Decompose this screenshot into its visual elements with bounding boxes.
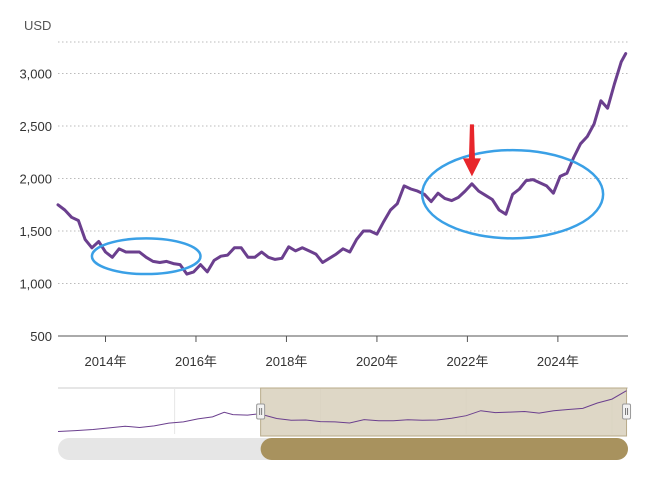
x-tick-label: 2016年 [175, 354, 217, 369]
grid-lines [58, 41, 628, 284]
navigator-series-line [57, 390, 627, 432]
highlight-ellipse [90, 237, 202, 276]
y-tick-label: 2,000 [19, 172, 52, 187]
scrollbar-thumb[interactable] [260, 438, 628, 460]
highlight-ellipse [420, 148, 605, 240]
navigator-handle-left[interactable] [256, 403, 266, 420]
price-series-line [56, 52, 628, 276]
y-axis-labels: 500 1,000 1,500 2,000 2,500 3,000 [19, 67, 52, 345]
navigator[interactable] [57, 387, 632, 460]
x-axis-ticks [105, 336, 559, 342]
x-tick-label: 2020年 [356, 354, 398, 369]
handle-grip[interactable] [622, 403, 632, 420]
x-tick-label: 2024年 [537, 354, 579, 369]
y-unit-label: USD [24, 18, 51, 33]
navigator-handle-right[interactable] [622, 403, 632, 420]
red-arrow [462, 124, 481, 177]
x-tick-label: 2014年 [85, 354, 127, 369]
y-tick-label: 1,000 [19, 277, 52, 292]
annotations [90, 124, 605, 276]
y-tick-label: 3,000 [19, 67, 52, 82]
handle-grip[interactable] [256, 403, 266, 420]
x-axis-labels: 2014年 2016年 2018年 2020年 2022年 2024年 [85, 354, 579, 369]
navigator-selection[interactable] [260, 387, 628, 437]
y-tick-label: 2,500 [19, 119, 52, 134]
y-tick-label: 1,500 [19, 224, 52, 239]
y-tick-label: 500 [30, 329, 52, 344]
x-tick-label: 2018年 [265, 354, 307, 369]
x-tick-label: 2022年 [446, 354, 488, 369]
